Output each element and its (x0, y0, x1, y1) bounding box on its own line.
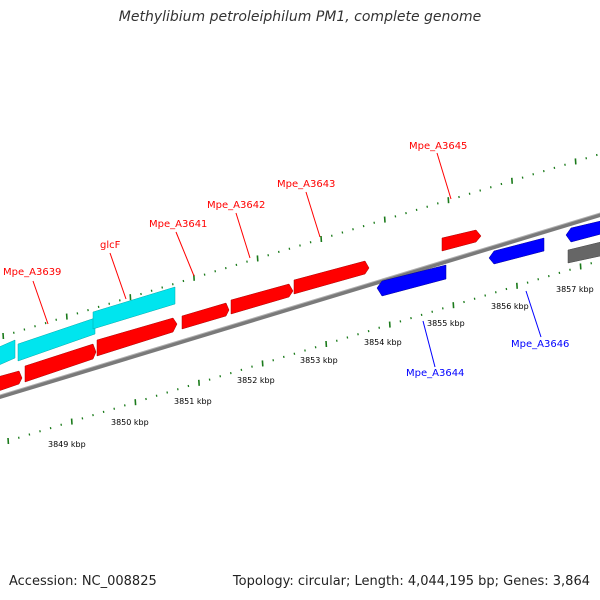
scale-label-3853: 3853 kbp (300, 356, 338, 365)
cds-feature-3[interactable] (92, 286, 176, 330)
gene-arrow-fwd-1[interactable] (24, 343, 97, 383)
gene-label-mpe-a3646[interactable]: Mpe_A3646 (511, 339, 569, 350)
leader-mpe-a3643 (305, 191, 321, 238)
leader-mpe-a3646 (525, 290, 542, 338)
leader-mpe-a3644 (422, 320, 436, 368)
outer-tick-track (2, 153, 598, 340)
cds-track (0, 286, 176, 369)
gene-label-glcf[interactable]: glcF (100, 240, 121, 251)
backbone-highlight (0, 212, 600, 396)
cds-feature-2[interactable] (17, 317, 96, 362)
backbone (0, 212, 600, 400)
gene-arrow-rev-0[interactable] (376, 264, 447, 297)
gene-arrow-rev-1[interactable] (488, 237, 545, 265)
gene-label-mpe-a3641[interactable]: Mpe_A3641 (149, 219, 207, 230)
gene-label-mpe-a3639[interactable]: Mpe_A3639 (3, 267, 61, 278)
scale-label-3851: 3851 kbp (174, 397, 212, 406)
scale-label-3849: 3849 kbp (48, 440, 86, 449)
gene-arrow-fwd-2[interactable] (96, 317, 178, 357)
gene-arrow-rev-2[interactable] (565, 220, 600, 243)
scale-label-3855: 3855 kbp (427, 319, 465, 328)
scale-label-3856: 3856 kbp (491, 302, 529, 311)
gray-feature[interactable] (567, 241, 600, 264)
forward-gene-track (0, 229, 482, 394)
genome-summary-label: Topology: circular; Length: 4,044,195 bp… (232, 574, 590, 589)
scale-label-3850: 3850 kbp (111, 418, 149, 427)
gene-label-mpe-a3643[interactable]: Mpe_A3643 (277, 179, 335, 190)
map-title: Methylibium petroleiphilum PM1, complete… (118, 9, 482, 25)
leader-mpe-a3641 (175, 231, 195, 277)
gene-labels: Mpe_A3639 glcF Mpe_A3641 Mpe_A3642 Mpe_A… (3, 141, 569, 379)
gene-arrow-fwd-0[interactable] (0, 370, 23, 394)
accession-label: Accession: NC_008825 (9, 574, 157, 589)
gene-arrow-fwd-4[interactable] (230, 283, 294, 315)
gene-label-mpe-a3642[interactable]: Mpe_A3642 (207, 200, 265, 211)
leader-mpe-a3639 (32, 280, 49, 325)
gene-label-mpe-a3645[interactable]: Mpe_A3645 (409, 141, 467, 152)
backbone-line (0, 212, 600, 400)
inner-tick-track (7, 262, 593, 445)
leader-mpe-a3642 (235, 212, 251, 259)
gene-arrow-fwd-5[interactable] (293, 260, 370, 295)
scale-label-3852: 3852 kbp (237, 376, 275, 385)
scale-label-3857: 3857 kbp (556, 285, 594, 294)
scale-label-3854: 3854 kbp (364, 338, 402, 347)
gene-arrow-fwd-6[interactable] (441, 229, 482, 252)
scale-labels: 3849 kbp 3850 kbp 3851 kbp 3852 kbp 3853… (48, 285, 594, 449)
gene-label-leaders (32, 152, 542, 368)
leader-mpe-a3645 (436, 152, 452, 200)
reverse-gene-track (376, 220, 600, 297)
leader-glcf (109, 252, 127, 300)
gene-arrow-fwd-3[interactable] (181, 302, 230, 330)
gene-label-mpe-a3644[interactable]: Mpe_A3644 (406, 368, 464, 379)
cds-feature-1[interactable] (0, 339, 16, 369)
